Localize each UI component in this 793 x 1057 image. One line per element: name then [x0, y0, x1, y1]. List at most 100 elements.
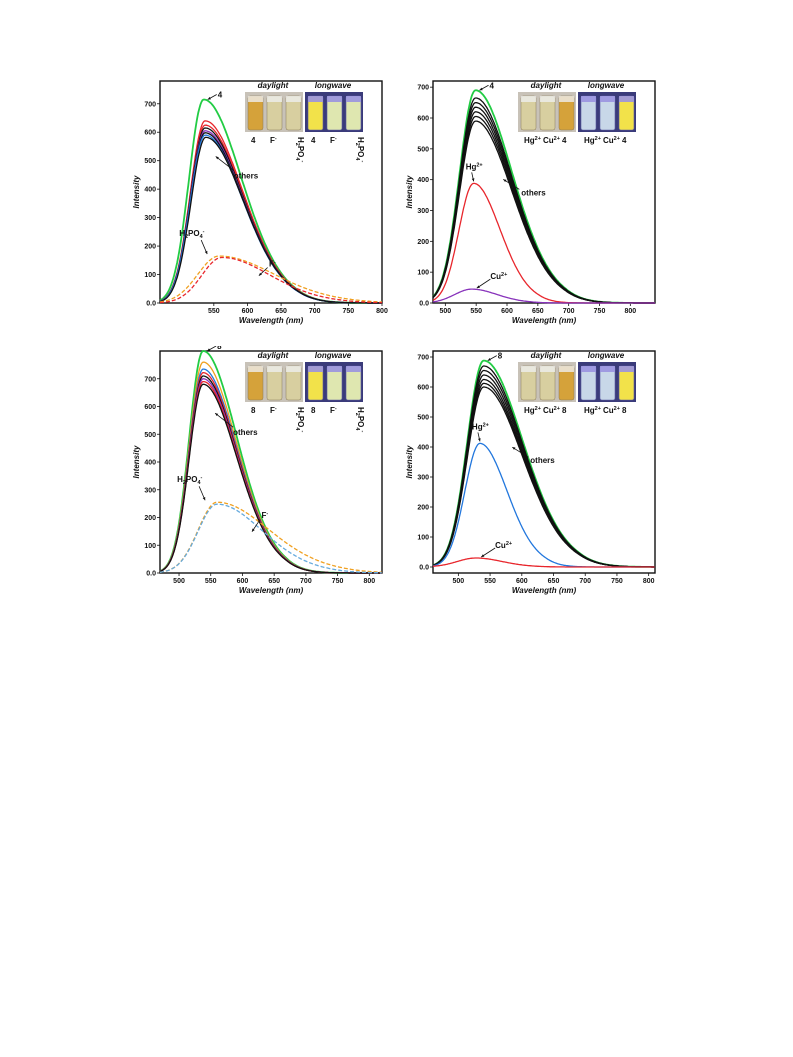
others-arrow	[512, 446, 529, 458]
others-label: others	[530, 456, 555, 465]
h2po4-arrow-head	[202, 497, 206, 501]
chart-b-svg: b) 5005506006507007508000.01002003004005…	[405, 80, 656, 325]
inset-longwave-label: longwave	[315, 351, 352, 360]
daylight-vial-label: Hg2+	[524, 136, 541, 145]
x-axis-label: Wavelength (nm)	[512, 316, 577, 325]
x-tick-label: 800	[643, 578, 655, 585]
y-tick-label: 700	[144, 101, 156, 108]
longwave-vial-cap	[308, 96, 323, 102]
daylight-vial-cap	[248, 96, 263, 102]
chart-c-svg: c) 5005506006507007508000.01002003004005…	[132, 342, 383, 595]
others-arrow	[503, 179, 520, 190]
daylight-vial-label: 8	[251, 406, 256, 415]
longwave-vial-label: Hg2+	[584, 136, 601, 145]
longwave-vial-cap	[581, 366, 596, 372]
y-tick-label: 200	[417, 505, 429, 512]
series-line-other7	[159, 136, 382, 304]
longwave-vial-label: 4	[622, 136, 627, 145]
main-compound-label: 4	[490, 81, 495, 90]
y-axis-label: Intensity	[132, 175, 141, 208]
fluoride-label: F-	[261, 511, 268, 520]
x-tick-label: 650	[268, 578, 280, 585]
longwave-vial-cap	[327, 366, 342, 372]
others-label: others	[233, 428, 258, 437]
longwave-vial-label: 4	[311, 136, 316, 145]
x-tick-label: 750	[611, 578, 623, 585]
daylight-vial-cap	[540, 96, 555, 102]
main-arrow-head	[479, 87, 483, 91]
mercury-label: Hg2+	[466, 162, 483, 171]
chart-a-svg: a) 5506006507007508000.01002003004005006…	[132, 80, 388, 325]
daylight-vial-cap	[521, 96, 536, 102]
x-axis-label: Wavelength (nm)	[239, 316, 304, 325]
y-tick-label: 400	[144, 460, 156, 467]
x-tick-label: 600	[516, 578, 528, 585]
longwave-vial-cap	[619, 366, 634, 372]
chart-panel-d: d) 5005506006507007508000.01002003004005…	[405, 346, 663, 601]
inset-longwave-label: longwave	[588, 351, 625, 360]
y-tick-label: 200	[144, 515, 156, 522]
daylight-vial-label: F-	[270, 136, 277, 145]
longwave-vial-label: F-	[330, 406, 337, 415]
daylight-vial-cap	[521, 366, 536, 372]
x-tick-label: 500	[439, 308, 451, 315]
longwave-vial-cap	[619, 96, 634, 102]
y-tick-label: 0.0	[419, 565, 429, 572]
series-line-h2po4	[159, 255, 382, 303]
main-compound-label: 4	[218, 91, 223, 100]
copper-arrow-head	[481, 554, 485, 557]
longwave-vial-cap	[346, 366, 361, 372]
longwave-vial-cap	[600, 96, 615, 102]
daylight-vial-cap	[559, 96, 574, 102]
series-line-f	[159, 503, 382, 574]
x-tick-label: 800	[363, 578, 375, 585]
inset-longwave-label: longwave	[588, 81, 625, 90]
y-tick-label: 700	[144, 376, 156, 383]
fluoride-arrow-head	[258, 272, 262, 276]
others-label: others	[521, 188, 546, 197]
daylight-vial-label: H2PO4-	[294, 407, 305, 432]
longwave-vial-label: 8	[311, 406, 316, 415]
y-tick-label: 600	[144, 404, 156, 411]
longwave-vial-label: H2PO4-	[354, 407, 365, 432]
daylight-vial-label: Hg2+	[524, 406, 541, 415]
main-compound-label: 8	[217, 346, 222, 351]
x-tick-label: 500	[453, 578, 465, 585]
x-tick-label: 750	[594, 308, 606, 315]
x-tick-label: 550	[470, 308, 482, 315]
others-arrow-head	[215, 413, 219, 417]
y-tick-label: 100	[144, 543, 156, 550]
copper-label: Cu2+	[495, 541, 512, 550]
daylight-vial-label: 8	[562, 406, 567, 415]
series-line-other7	[159, 383, 382, 574]
fluoride-arrow-head	[251, 528, 255, 532]
others-arrow-head	[503, 179, 507, 183]
x-tick-label: 600	[242, 308, 254, 315]
y-tick-label: 300	[144, 215, 156, 222]
x-axis-label: Wavelength (nm)	[239, 586, 304, 595]
longwave-vial-label: H2PO4-	[354, 137, 365, 162]
longwave-vial-label: Cu2+	[603, 136, 620, 145]
inset-daylight-label: daylight	[258, 351, 289, 360]
main-arrow-head	[207, 96, 211, 100]
longwave-vial-label: Cu2+	[603, 406, 620, 415]
y-tick-label: 300	[417, 475, 429, 482]
others-arrow-head	[512, 447, 516, 450]
daylight-vial-cap	[267, 366, 282, 372]
series-line-cu2	[432, 288, 655, 304]
y-tick-label: 100	[144, 272, 156, 279]
daylight-vial-label: 4	[251, 136, 256, 145]
h2po4-arrow-head	[204, 250, 208, 255]
y-tick-label: 500	[144, 158, 156, 165]
y-tick-label: 600	[417, 385, 429, 392]
y-tick-label: 100	[417, 270, 429, 277]
y-tick-label: 600	[144, 130, 156, 137]
x-tick-label: 650	[548, 578, 560, 585]
y-tick-label: 300	[417, 208, 429, 215]
main-arrow-head	[207, 348, 211, 351]
h2po4-label: H2PO4-	[177, 475, 202, 486]
daylight-vial-label: 4	[562, 136, 567, 145]
y-tick-label: 100	[417, 535, 429, 542]
daylight-vial-label: F-	[270, 406, 277, 415]
chart-d-svg: d) 5005506006507007508000.01002003004005…	[405, 350, 656, 595]
